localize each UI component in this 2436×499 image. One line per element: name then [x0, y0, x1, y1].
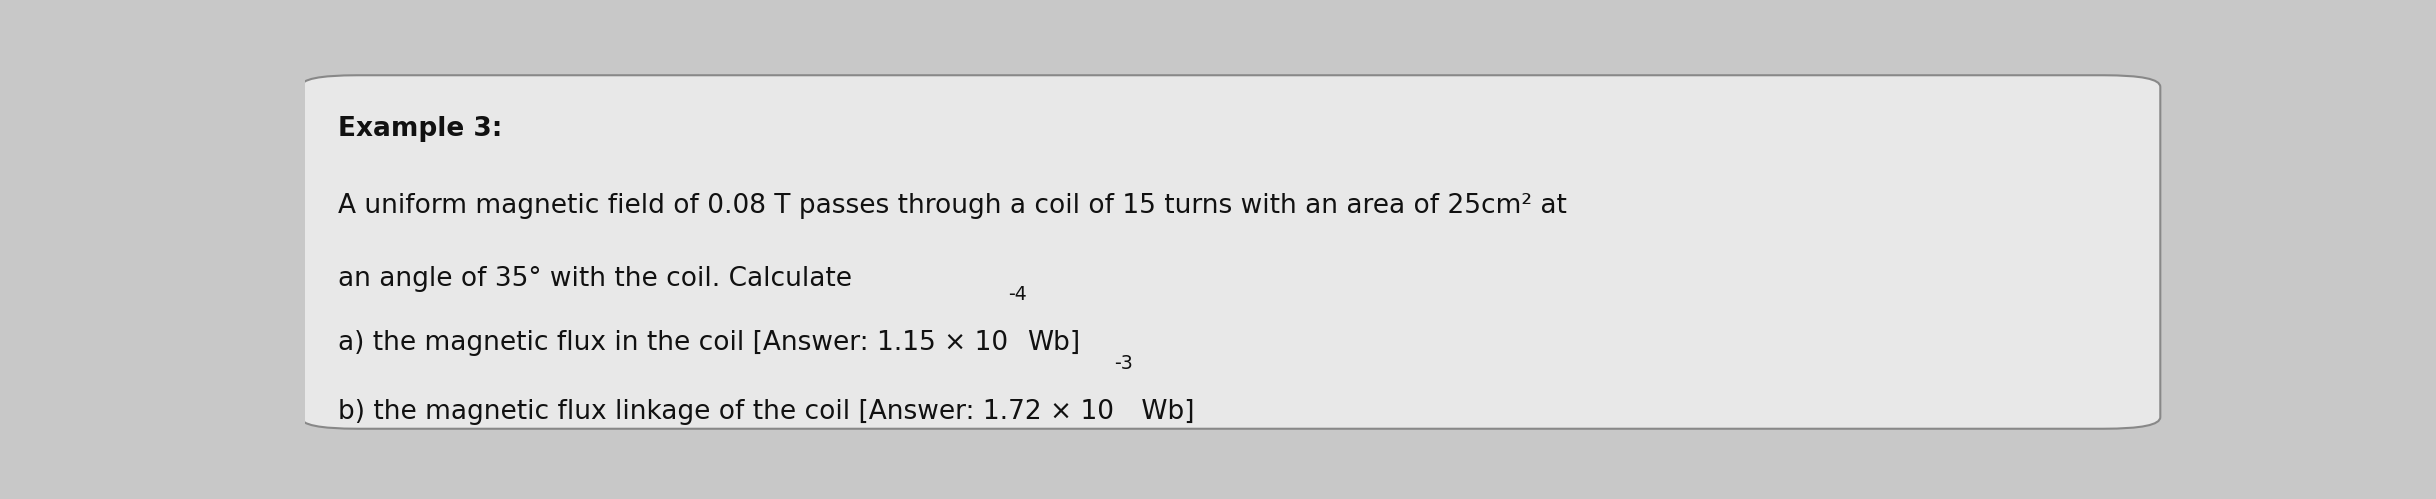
- Text: -4: -4: [1009, 285, 1028, 304]
- Text: Example 3:: Example 3:: [339, 116, 502, 142]
- Text: Wb]: Wb]: [1028, 330, 1082, 356]
- Text: Wb]: Wb]: [1133, 399, 1194, 425]
- Text: -3: -3: [1116, 354, 1133, 373]
- Text: A uniform magnetic field of 0.08 T passes through a coil of 15 turns with an are: A uniform magnetic field of 0.08 T passe…: [339, 193, 1566, 219]
- Text: b) the magnetic flux linkage of the coil [Answer: 1.72 × 10: b) the magnetic flux linkage of the coil…: [339, 399, 1116, 425]
- Text: a) the magnetic flux in the coil [Answer: 1.15 × 10: a) the magnetic flux in the coil [Answer…: [339, 330, 1009, 356]
- Text: an angle of 35° with the coil. Calculate: an angle of 35° with the coil. Calculate: [339, 266, 853, 292]
- FancyBboxPatch shape: [300, 75, 2161, 429]
